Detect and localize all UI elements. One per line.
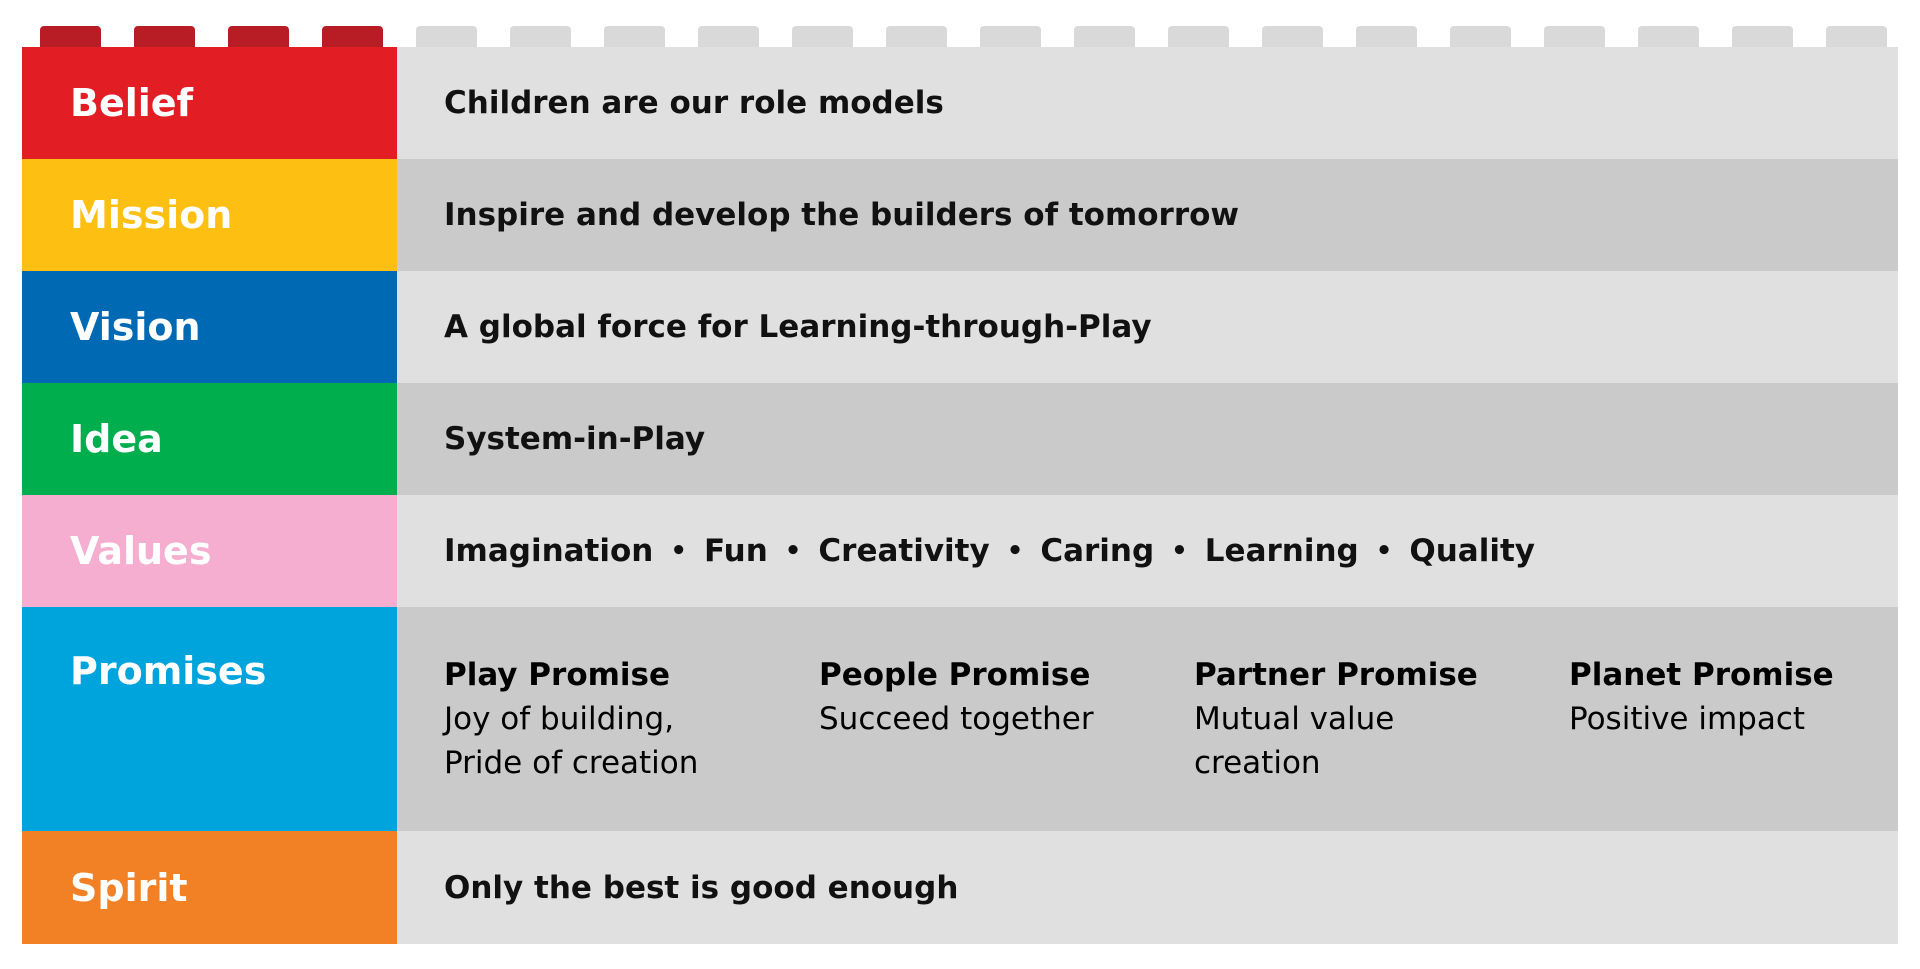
- promises-label: Promises: [22, 607, 397, 831]
- belief-label: Belief: [22, 47, 397, 159]
- promises-list: Play Promise Joy of building, Pride of c…: [397, 607, 1898, 831]
- spirit-text: Only the best is good enough: [397, 831, 1898, 944]
- promise-title: Partner Promise: [1194, 657, 1478, 693]
- stud-gray: [886, 26, 947, 50]
- bullet-separator: •: [1171, 536, 1188, 566]
- vision-text: A global force for Learning-through-Play: [397, 271, 1898, 383]
- row-idea: Idea System-in-Play: [22, 383, 1898, 495]
- values-list: Imagination • Fun • Creativity • Caring …: [397, 495, 1898, 607]
- promise-planet: Planet Promise Positive impact: [1569, 653, 1909, 741]
- promise-title: Planet Promise: [1569, 657, 1834, 693]
- stud-gray: [980, 26, 1041, 50]
- value-item: Creativity: [818, 533, 990, 569]
- stud-gray: [510, 26, 571, 50]
- stud-gray: [1544, 26, 1605, 50]
- spirit-label: Spirit: [22, 831, 397, 944]
- bullet-separator: •: [784, 536, 802, 566]
- stud-gray: [792, 26, 853, 50]
- promise-description: Succeed together: [819, 701, 1094, 737]
- stud-gray: [416, 26, 477, 50]
- row-promises: Promises Play Promise Joy of building, P…: [22, 607, 1898, 831]
- value-item: Fun: [704, 533, 768, 569]
- promise-title: Play Promise: [444, 657, 671, 693]
- brick-studs: [22, 26, 1898, 50]
- belief-text: Children are our role models: [397, 47, 1898, 159]
- row-vision: Vision A global force for Learning-throu…: [22, 271, 1898, 383]
- row-mission: Mission Inspire and develop the builders…: [22, 159, 1898, 271]
- row-values: Values Imagination • Fun • Creativity • …: [22, 495, 1898, 607]
- stud-gray: [1356, 26, 1417, 50]
- stud-gray: [1450, 26, 1511, 50]
- stud-red: [40, 26, 101, 50]
- stud-gray: [698, 26, 759, 50]
- row-spirit: Spirit Only the best is good enough: [22, 831, 1898, 944]
- value-item: Imagination: [444, 533, 654, 569]
- promise-description: Joy of building, Pride of creation: [444, 701, 699, 781]
- stud-gray: [1638, 26, 1699, 50]
- promise-partner: Partner Promise Mutual value creation: [1194, 653, 1534, 785]
- promise-people: People Promise Succeed together: [819, 653, 1159, 741]
- mission-text: Inspire and develop the builders of tomo…: [397, 159, 1898, 271]
- stud-gray: [604, 26, 665, 50]
- stud-red: [228, 26, 289, 50]
- stud-gray: [1826, 26, 1887, 50]
- mission-label: Mission: [22, 159, 397, 271]
- lego-brick-framework: Belief Children are our role models Miss…: [22, 26, 1898, 944]
- stud-gray: [1168, 26, 1229, 50]
- framework-rows: Belief Children are our role models Miss…: [22, 47, 1898, 944]
- value-item: Quality: [1409, 533, 1535, 569]
- promise-title: People Promise: [819, 657, 1091, 693]
- promise-description: Positive impact: [1569, 701, 1806, 737]
- bullet-separator: •: [1006, 536, 1024, 566]
- values-label: Values: [22, 495, 397, 607]
- promise-play: Play Promise Joy of building, Pride of c…: [444, 653, 784, 785]
- stud-gray: [1074, 26, 1135, 50]
- stud-gray: [1262, 26, 1323, 50]
- vision-label: Vision: [22, 271, 397, 383]
- promise-description: Mutual value creation: [1194, 701, 1395, 781]
- bullet-separator: •: [670, 536, 687, 566]
- idea-text: System-in-Play: [397, 383, 1898, 495]
- idea-label: Idea: [22, 383, 397, 495]
- stud-red: [134, 26, 195, 50]
- stud-gray: [1732, 26, 1793, 50]
- value-item: Caring: [1040, 533, 1155, 569]
- bullet-separator: •: [1375, 536, 1393, 566]
- value-item: Learning: [1204, 533, 1359, 569]
- row-belief: Belief Children are our role models: [22, 47, 1898, 159]
- stud-red: [322, 26, 383, 50]
